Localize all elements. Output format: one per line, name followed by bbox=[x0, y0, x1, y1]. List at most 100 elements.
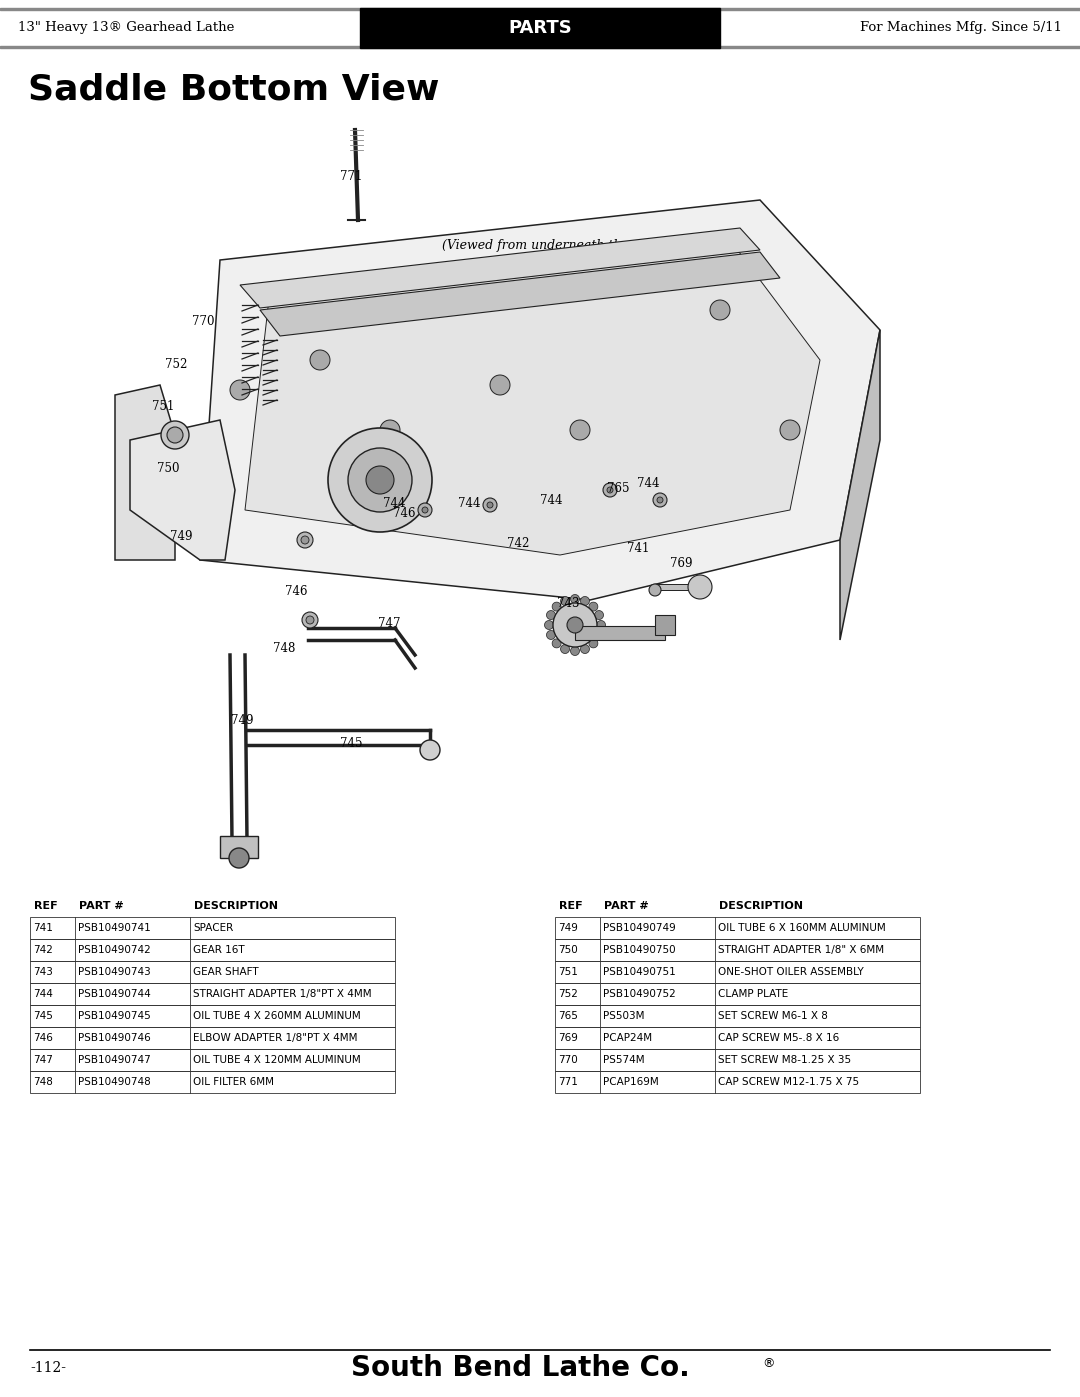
Polygon shape bbox=[114, 386, 175, 560]
Bar bbox=[555, 1071, 920, 1092]
Circle shape bbox=[418, 503, 432, 517]
Text: 750: 750 bbox=[558, 944, 578, 956]
Bar bbox=[654, 615, 675, 636]
Text: STRAIGHT ADAPTER 1/8" X 6MM: STRAIGHT ADAPTER 1/8" X 6MM bbox=[718, 944, 885, 956]
Circle shape bbox=[594, 630, 604, 640]
Circle shape bbox=[328, 427, 432, 532]
Circle shape bbox=[780, 420, 800, 440]
Polygon shape bbox=[840, 330, 880, 640]
Text: CLAMP PLATE: CLAMP PLATE bbox=[718, 989, 788, 999]
Text: SPACER: SPACER bbox=[193, 923, 233, 933]
Text: PSB10490744: PSB10490744 bbox=[78, 989, 151, 999]
Bar bbox=[360, 8, 720, 47]
Text: 771: 771 bbox=[558, 1077, 578, 1087]
Text: 741: 741 bbox=[627, 542, 649, 555]
Text: 745: 745 bbox=[340, 738, 363, 750]
Circle shape bbox=[552, 602, 562, 610]
Circle shape bbox=[167, 427, 183, 443]
Polygon shape bbox=[260, 251, 780, 337]
Text: ®: ® bbox=[762, 1358, 774, 1370]
Circle shape bbox=[710, 300, 730, 320]
Text: 744: 744 bbox=[540, 495, 563, 507]
Circle shape bbox=[653, 493, 667, 507]
Bar bbox=[30, 961, 395, 983]
Circle shape bbox=[596, 620, 606, 630]
Text: 769: 769 bbox=[558, 1032, 578, 1044]
Text: 744: 744 bbox=[637, 476, 660, 490]
Text: PSB10490743: PSB10490743 bbox=[78, 967, 151, 977]
Text: Saddle Bottom View: Saddle Bottom View bbox=[28, 73, 440, 106]
Text: 749: 749 bbox=[170, 529, 192, 543]
Text: 748: 748 bbox=[273, 643, 295, 655]
Polygon shape bbox=[130, 420, 235, 560]
Bar bbox=[220, 835, 258, 858]
Circle shape bbox=[546, 610, 555, 619]
Circle shape bbox=[420, 740, 440, 760]
Text: 751: 751 bbox=[558, 967, 578, 977]
Circle shape bbox=[570, 647, 580, 655]
Text: SET SCREW M6-1 X 8: SET SCREW M6-1 X 8 bbox=[718, 1011, 828, 1021]
Text: -112-: -112- bbox=[30, 1361, 66, 1375]
Circle shape bbox=[649, 584, 661, 597]
Text: 752: 752 bbox=[558, 989, 578, 999]
Text: REF: REF bbox=[559, 901, 582, 911]
Text: 746: 746 bbox=[33, 1032, 53, 1044]
Text: PSB10490752: PSB10490752 bbox=[603, 989, 676, 999]
Circle shape bbox=[348, 448, 411, 511]
Circle shape bbox=[544, 620, 554, 630]
Text: 742: 742 bbox=[507, 536, 529, 550]
Circle shape bbox=[161, 420, 189, 448]
Text: OIL FILTER 6MM: OIL FILTER 6MM bbox=[193, 1077, 274, 1087]
Circle shape bbox=[607, 488, 613, 493]
Circle shape bbox=[561, 597, 569, 605]
Circle shape bbox=[366, 467, 394, 495]
Text: 747: 747 bbox=[378, 617, 401, 630]
Polygon shape bbox=[240, 228, 760, 307]
Circle shape bbox=[487, 502, 492, 509]
Text: 752: 752 bbox=[165, 358, 187, 372]
Text: 746: 746 bbox=[393, 507, 416, 520]
Circle shape bbox=[567, 617, 583, 633]
Text: CAP SCREW M12-1.75 X 75: CAP SCREW M12-1.75 X 75 bbox=[718, 1077, 859, 1087]
Circle shape bbox=[570, 420, 590, 440]
Text: PART #: PART # bbox=[79, 901, 124, 911]
Bar bbox=[30, 916, 395, 939]
Text: 769: 769 bbox=[670, 557, 692, 570]
Bar bbox=[555, 1004, 920, 1027]
Text: PSB10490748: PSB10490748 bbox=[78, 1077, 151, 1087]
Circle shape bbox=[229, 848, 249, 868]
Bar bbox=[555, 1027, 920, 1049]
Text: 771: 771 bbox=[340, 170, 363, 183]
Text: 770: 770 bbox=[558, 1055, 578, 1065]
Text: 744: 744 bbox=[33, 989, 53, 999]
Text: GEAR 16T: GEAR 16T bbox=[193, 944, 245, 956]
Text: ELBOW ADAPTER 1/8"PT X 4MM: ELBOW ADAPTER 1/8"PT X 4MM bbox=[193, 1032, 357, 1044]
Circle shape bbox=[657, 497, 663, 503]
Text: PARTS: PARTS bbox=[508, 20, 572, 36]
Text: PSB10490746: PSB10490746 bbox=[78, 1032, 151, 1044]
Text: 749: 749 bbox=[231, 714, 254, 726]
Circle shape bbox=[301, 536, 309, 543]
Text: OIL TUBE 6 X 160MM ALUMINUM: OIL TUBE 6 X 160MM ALUMINUM bbox=[718, 923, 886, 933]
Circle shape bbox=[306, 616, 314, 624]
Text: CAP SCREW M5-.8 X 16: CAP SCREW M5-.8 X 16 bbox=[718, 1032, 839, 1044]
Circle shape bbox=[490, 374, 510, 395]
Text: 744: 744 bbox=[383, 497, 405, 510]
Text: 750: 750 bbox=[157, 462, 179, 475]
Text: PCAP169M: PCAP169M bbox=[603, 1077, 659, 1087]
Bar bbox=[654, 584, 690, 590]
Text: PSB10490750: PSB10490750 bbox=[603, 944, 676, 956]
Circle shape bbox=[422, 507, 428, 513]
Text: PSB10490742: PSB10490742 bbox=[78, 944, 151, 956]
Bar bbox=[555, 916, 920, 939]
Text: DESCRIPTION: DESCRIPTION bbox=[719, 901, 804, 911]
Polygon shape bbox=[245, 240, 820, 555]
Text: 743: 743 bbox=[557, 597, 580, 610]
Bar bbox=[555, 1049, 920, 1071]
Text: 747: 747 bbox=[33, 1055, 53, 1065]
Bar bbox=[30, 1049, 395, 1071]
Text: PSB10490747: PSB10490747 bbox=[78, 1055, 151, 1065]
Circle shape bbox=[302, 612, 318, 629]
Circle shape bbox=[589, 638, 598, 648]
Text: STRAIGHT ADAPTER 1/8"PT X 4MM: STRAIGHT ADAPTER 1/8"PT X 4MM bbox=[193, 989, 372, 999]
